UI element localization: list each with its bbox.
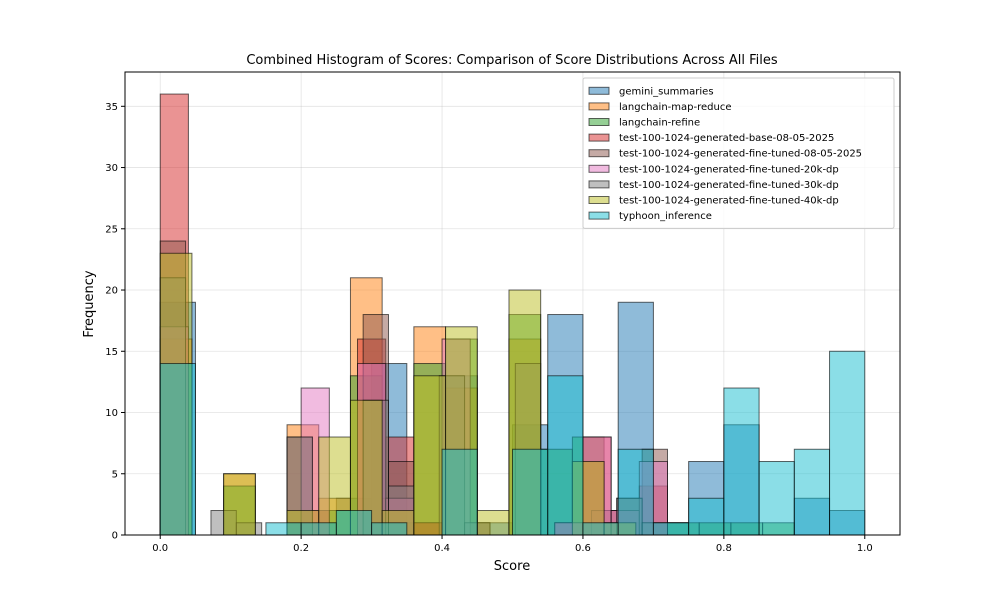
x-tick-label: 0.8 [716, 543, 732, 554]
legend-label: test-100-1024-generated-fine-tuned-30k-d… [619, 180, 839, 191]
x-tick-label: 1.0 [857, 543, 873, 554]
histogram-bar [547, 375, 584, 536]
legend-swatch [588, 211, 610, 220]
histogram-bar [159, 363, 196, 536]
y-tick-label: 35 [105, 102, 118, 113]
histogram-bar [223, 473, 256, 536]
legend-label: test-100-1024-generated-fine-tuned-40k-d… [619, 196, 839, 207]
histogram-bar [723, 387, 760, 536]
x-tick-label: 0.4 [434, 543, 450, 554]
y-tick-label: 30 [105, 163, 118, 174]
histogram-bar [512, 448, 549, 536]
legend-swatch [588, 196, 610, 204]
histogram-bar [371, 522, 408, 536]
axis-ticks: 0.0 0.2 0.4 0.6 0.8 1.0 0 5 10 15 20 25 30 35 [105, 102, 872, 554]
legend-label: test-100-1024-generated-fine-tuned-08-05… [619, 149, 862, 160]
histogram-bar [758, 461, 795, 536]
histogram-bar [617, 448, 654, 536]
histogram-bar [688, 497, 725, 536]
x-tick-label: 0.6 [575, 543, 591, 554]
y-tick-label: 20 [105, 286, 118, 297]
x-tick-label: 0.0 [152, 543, 168, 554]
legend-swatch [588, 118, 610, 126]
x-tick-label: 0.2 [293, 543, 309, 554]
legend-label: langchain-refine [619, 118, 700, 129]
y-tick-label: 15 [105, 347, 118, 358]
histogram-bar [476, 510, 510, 536]
plot-frame [124, 71, 901, 536]
histogram-bar [652, 522, 690, 536]
y-tick-label: 0 [112, 531, 118, 542]
legend-swatch [588, 86, 610, 95]
chart-title: Combined Histogram of Scores: Comparison… [246, 53, 778, 68]
legend-label: gemini_summaries [619, 86, 714, 97]
histogram-bar [335, 510, 373, 536]
legend-swatch [588, 149, 610, 158]
y-tick-label: 10 [105, 408, 118, 419]
legend-label: test-100-1024-generated-base-08-05-2025 [619, 133, 834, 144]
y-axis-label: Frequency [82, 270, 97, 337]
histogram-bar [265, 522, 302, 536]
x-axis-label: Score [494, 559, 530, 574]
legend: gemini_summaries langchain-map-reduce lang… [582, 77, 895, 229]
legend-label: test-100-1024-generated-fine-tuned-20k-d… [619, 164, 839, 175]
legend-label: langchain-map-reduce [619, 102, 732, 113]
histogram-bar [793, 448, 831, 536]
legend-swatch [588, 180, 610, 189]
legend-label: typhoon_inference [619, 211, 712, 222]
y-tick-label: 25 [105, 224, 118, 235]
histogram-bar [582, 522, 619, 536]
legend-swatch [588, 133, 610, 142]
histogram-bar [441, 448, 478, 536]
legend-swatch [588, 102, 610, 111]
histogram-bar [829, 350, 866, 536]
histogram-bar [300, 522, 337, 536]
histogram-bar [413, 375, 447, 536]
legend-box [582, 77, 895, 229]
y-tick-label: 5 [112, 469, 118, 480]
legend-swatch [588, 164, 610, 173]
